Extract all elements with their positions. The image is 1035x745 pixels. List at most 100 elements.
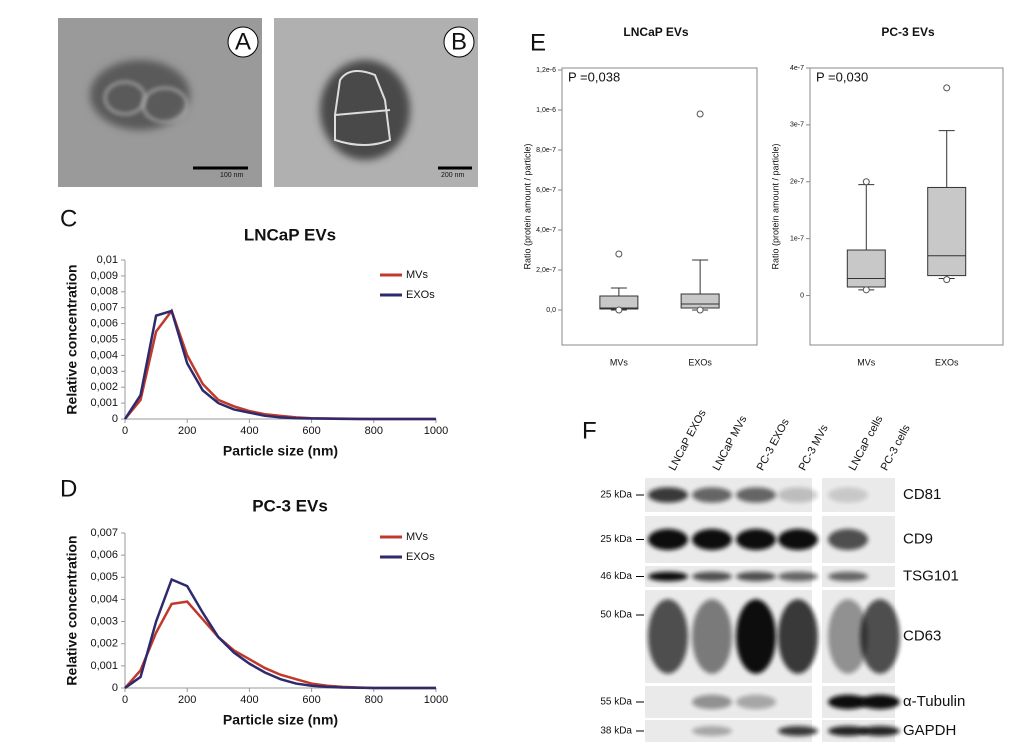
y-tick-label: 0,003 (90, 365, 118, 377)
blot-band (736, 599, 776, 674)
marker-label: 38 kDa (600, 726, 632, 737)
blot-band (648, 571, 688, 582)
blot-band (860, 726, 900, 736)
blot-band (828, 528, 868, 551)
blot-band (778, 571, 818, 582)
panel-label: B (451, 28, 467, 55)
y-axis-label: Relative concentration (64, 535, 80, 685)
y-tick-label: 3e-7 (790, 122, 804, 129)
protein-label: CD63 (903, 627, 941, 644)
y-tick-label: 0,004 (90, 349, 118, 361)
protein-label: GAPDH (903, 722, 956, 739)
marker-label: 25 kDa (600, 490, 632, 501)
blot-band (736, 571, 776, 582)
legend-label: EXOs (406, 551, 435, 563)
blot-band (778, 487, 818, 503)
blot-band (648, 528, 688, 551)
protein-label: CD9 (903, 530, 933, 547)
y-tick-label: 0,008 (90, 286, 118, 298)
x-tick-label: 400 (240, 694, 258, 706)
y-tick-label: 6,0e-7 (536, 187, 556, 194)
y-axis-label: Ratio (protein amount / particle) (770, 143, 780, 269)
scale-bar-label: 200 nm (441, 172, 465, 179)
blot-band (736, 694, 776, 710)
x-tick-label: MVs (857, 357, 876, 367)
y-tick-label: 4e-7 (790, 65, 804, 72)
micrograph-b (274, 18, 478, 187)
blot-band (648, 599, 688, 674)
blot-band (828, 694, 868, 710)
x-tick-label: 200 (178, 425, 196, 437)
blot-band (692, 528, 732, 551)
protein-label: α-Tubulin (903, 693, 965, 710)
y-tick-label: 0,009 (90, 270, 118, 282)
x-tick-label: 800 (365, 694, 383, 706)
panel-label: A (235, 28, 251, 55)
western-blot (636, 478, 900, 742)
blot-band (778, 726, 818, 736)
series-line (124, 308, 436, 421)
y-tick-label: 0,004 (90, 593, 118, 605)
y-tick-label: 0,002 (90, 381, 118, 393)
y-tick-label: 8,0e-7 (536, 147, 556, 154)
y-tick-label: 0,006 (90, 549, 118, 561)
y-tick-label: 0,001 (90, 660, 118, 672)
x-tick-label: 400 (240, 425, 258, 437)
box (680, 293, 720, 309)
outlier (943, 276, 951, 284)
outlier (615, 250, 623, 258)
x-tick-label: 200 (178, 694, 196, 706)
outlier (615, 306, 623, 314)
panel-label: F (582, 417, 597, 444)
y-axis-label: Relative concentration (64, 264, 80, 414)
blot-band (692, 571, 732, 582)
y-tick-label: 0,01 (97, 254, 118, 266)
lane-label: LNCaP EXOs (667, 407, 709, 472)
y-tick-label: 0,005 (90, 333, 118, 345)
blot-band (778, 528, 818, 551)
x-tick-label: 0 (122, 694, 128, 706)
y-tick-label: 1e-7 (790, 235, 804, 242)
blot-band (828, 599, 868, 674)
x-axis-label: Particle size (nm) (223, 443, 338, 459)
y-tick-label: 0,005 (90, 571, 118, 583)
x-tick-label: 800 (365, 425, 383, 437)
lane-label: PC-3 cells (879, 422, 913, 472)
annotation: P =0,038 (568, 69, 620, 84)
panel-label: C (60, 205, 77, 232)
y-tick-label: 0,001 (90, 397, 118, 409)
protein-label: CD81 (903, 486, 941, 503)
outlier (696, 306, 704, 314)
y-tick-label: 0,007 (90, 527, 118, 539)
y-tick-label: 1,0e-6 (536, 107, 556, 114)
marker-label: 46 kDa (600, 571, 632, 582)
x-tick-label: 0 (122, 425, 128, 437)
box (927, 186, 967, 277)
y-tick-label: 0,0 (546, 307, 556, 314)
legend-label: EXOs (406, 289, 435, 301)
lane-label: PC-3 EXOs (755, 417, 793, 473)
series-line (123, 309, 436, 421)
blot-band (778, 599, 818, 674)
blot-band (828, 487, 868, 503)
scale-bar-label: 100 nm (220, 172, 244, 179)
y-tick-label: 2,0e-7 (536, 267, 556, 274)
x-tick-label: 600 (302, 694, 320, 706)
blot-band (736, 528, 776, 551)
outlier (943, 84, 951, 92)
protein-label: TSG101 (903, 567, 959, 584)
blot-band (860, 694, 900, 710)
x-tick-label: EXOs (935, 357, 959, 367)
blot-band (860, 599, 900, 674)
blot-band (692, 599, 732, 674)
outlier (696, 110, 704, 118)
x-axis-label: Particle size (nm) (223, 712, 338, 728)
legend-label: MVs (406, 269, 429, 281)
lane-label: LNCaP MVs (711, 413, 750, 472)
panel-label: E (530, 29, 546, 56)
y-tick-label: 0,002 (90, 638, 118, 650)
chart-title: PC-3 EVs (881, 25, 935, 39)
x-tick-label: 1000 (424, 425, 448, 437)
y-tick-label: 0,003 (90, 615, 118, 627)
chart-title: LNCaP EVs (623, 25, 688, 39)
